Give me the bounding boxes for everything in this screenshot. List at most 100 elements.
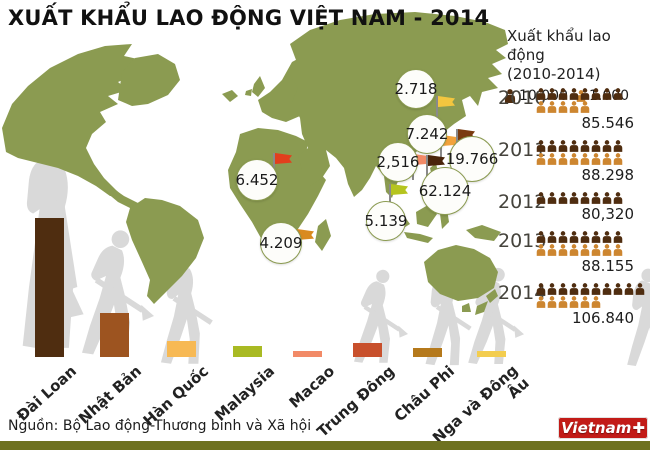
person-icon bbox=[569, 296, 579, 308]
person-icon bbox=[558, 296, 568, 308]
person-icon bbox=[547, 231, 557, 243]
person-icon-row bbox=[536, 231, 648, 243]
year-value: 80,320 bbox=[581, 205, 635, 223]
flag-icon bbox=[428, 155, 445, 166]
flag-icon bbox=[414, 154, 431, 165]
year-value: 88.155 bbox=[581, 257, 635, 275]
year-value: 106.840 bbox=[571, 309, 634, 327]
person-icon bbox=[536, 140, 546, 152]
year-row: 2014 106.840 bbox=[498, 283, 648, 327]
person-icon bbox=[624, 283, 634, 295]
person-icon bbox=[558, 231, 568, 243]
person-icon bbox=[536, 101, 546, 113]
person-icon bbox=[602, 153, 612, 165]
legend-title: Xuất khẩu lao động (2010-2014) bbox=[507, 27, 648, 83]
logo-text: Vietnam bbox=[561, 418, 632, 437]
bar-Malaysia bbox=[233, 346, 262, 357]
person-icon bbox=[558, 153, 568, 165]
year-row: 2010 85.546 bbox=[498, 88, 648, 132]
legend-title-line2: (2010-2014) bbox=[507, 64, 601, 83]
flag-icon bbox=[458, 129, 475, 140]
year-value: 88.298 bbox=[581, 166, 635, 184]
person-icon bbox=[547, 192, 557, 204]
person-icon bbox=[613, 283, 623, 295]
person-icon bbox=[591, 244, 601, 256]
person-icon-row bbox=[536, 244, 648, 256]
bar-LB Nga và Đông Âu bbox=[477, 351, 506, 357]
map-value-bubble: 2.718 bbox=[395, 69, 437, 109]
person-icon bbox=[569, 153, 579, 165]
person-icon bbox=[536, 244, 546, 256]
flag-icon bbox=[438, 96, 455, 107]
map-value-bubble: 2,516 bbox=[377, 142, 419, 182]
year-row: 2013 88.155 bbox=[498, 231, 648, 275]
flag-pole bbox=[436, 96, 438, 122]
bar-Hàn Quốc bbox=[167, 341, 196, 357]
bar-Macao bbox=[293, 351, 322, 357]
person-icon bbox=[558, 140, 568, 152]
person-icon bbox=[580, 283, 590, 295]
person-icon bbox=[536, 88, 546, 100]
person-icon bbox=[547, 283, 557, 295]
page-title: XUẤT KHẨU LAO ĐỘNG VIỆT NAM - 2014 bbox=[8, 6, 490, 30]
map-value-bubble: 7.242 bbox=[406, 114, 448, 154]
person-icon bbox=[536, 192, 546, 204]
year-label: 2012 bbox=[498, 191, 547, 213]
person-icon bbox=[602, 244, 612, 256]
year-label: 2013 bbox=[498, 230, 547, 252]
person-icon bbox=[602, 283, 612, 295]
person-icon bbox=[580, 231, 590, 243]
person-icon bbox=[569, 244, 579, 256]
person-icon bbox=[580, 192, 590, 204]
person-icon bbox=[613, 153, 623, 165]
person-icon-row bbox=[536, 153, 648, 165]
person-icon bbox=[504, 89, 516, 104]
person-icon bbox=[602, 140, 612, 152]
person-icon bbox=[536, 231, 546, 243]
person-icon bbox=[536, 296, 546, 308]
bar-Đài Loan bbox=[35, 218, 64, 357]
flag-pole bbox=[273, 153, 275, 179]
bar-Châu Phi bbox=[413, 348, 442, 357]
person-icon-row bbox=[536, 192, 648, 204]
person-icon bbox=[591, 192, 601, 204]
person-icon bbox=[580, 296, 590, 308]
bar-Nhật Bản bbox=[100, 313, 129, 357]
person-icon bbox=[591, 296, 601, 308]
person-icon-row bbox=[536, 283, 648, 295]
person-icon bbox=[591, 231, 601, 243]
person-icon bbox=[580, 244, 590, 256]
person-icon bbox=[580, 101, 590, 113]
person-icon bbox=[558, 88, 568, 100]
map-value-bubble: 5.139 bbox=[365, 201, 407, 241]
person-icon bbox=[569, 192, 579, 204]
person-icon bbox=[558, 192, 568, 204]
flag-icon bbox=[275, 153, 292, 164]
person-icon bbox=[547, 296, 557, 308]
person-icon bbox=[569, 231, 579, 243]
year-label: 2010 bbox=[498, 87, 547, 109]
person-icon bbox=[558, 244, 568, 256]
source-note: Nguồn: Bộ Lao động-Thương binh và Xã hội bbox=[8, 418, 312, 434]
person-icon bbox=[580, 88, 590, 100]
person-icon bbox=[558, 283, 568, 295]
year-label: 2011 bbox=[498, 139, 547, 161]
person-icon-row bbox=[536, 296, 648, 308]
person-icon bbox=[591, 153, 601, 165]
person-icon bbox=[613, 192, 623, 204]
person-icon bbox=[547, 140, 557, 152]
year-row: 2012 80,320 bbox=[498, 192, 648, 223]
person-icon bbox=[635, 283, 645, 295]
person-icon bbox=[613, 88, 623, 100]
person-icon bbox=[591, 88, 601, 100]
vietnamplus-logo: Vietnam ✚ bbox=[558, 417, 648, 439]
person-icon-row bbox=[536, 140, 648, 152]
person-icon bbox=[580, 140, 590, 152]
person-icon bbox=[569, 101, 579, 113]
person-icon bbox=[569, 88, 579, 100]
person-icon bbox=[602, 192, 612, 204]
flag-icon bbox=[442, 135, 459, 146]
person-icon-row bbox=[536, 88, 648, 100]
